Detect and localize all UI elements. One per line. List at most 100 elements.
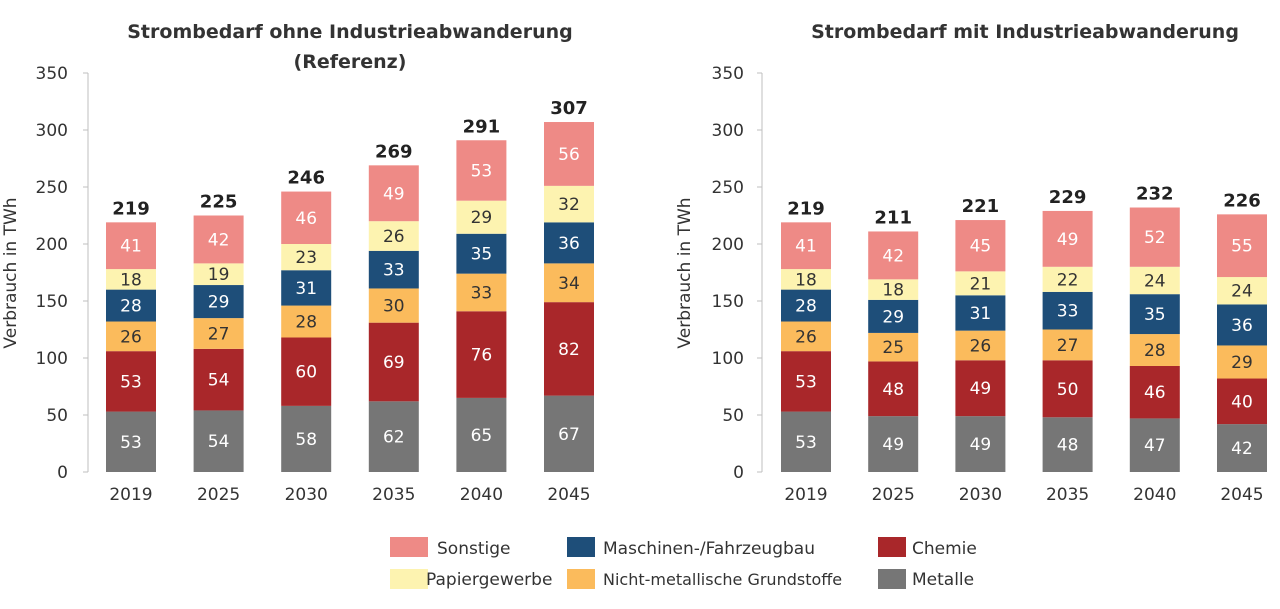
right-plot: 0 50 100 150 200 250 300 350 53 53 26 28 18 41 219 2019… [712,64,1267,505]
bar-segment-sonstige [456,140,507,201]
bar-segment-maschinen-fahrzeugbau [1129,294,1180,335]
y-tick-label: 0 [57,463,68,483]
data-label-chemie: 60 [295,363,317,383]
bar-segment-metalle [1129,418,1180,472]
x-tick-label: 2035 [372,485,415,505]
data-label-nicht-metallische-grundstoffe: 34 [558,274,580,294]
data-label-sonstige: 41 [120,237,142,257]
total-label: 211 [874,207,912,228]
data-label-papiergewerbe: 21 [970,274,992,294]
left-plot: 0 50 100 150 200 250 300 350 53 53 26 28 18 41 219 2019… [36,64,594,505]
left-y-axis-label: Verbrauch in TWh [1,197,21,348]
data-label-sonstige: 56 [558,145,580,165]
x-tick-label: 2025 [872,485,915,505]
total-label: 225 [200,192,238,213]
y-tick-label: 100 [712,349,744,369]
x-tick-label: 2030 [285,485,328,505]
data-label-maschinen-fahrzeugbau: 29 [882,307,904,327]
legend-item-sonstige: Sonstige [390,537,510,559]
data-label-metalle: 47 [1144,436,1166,456]
total-label: 219 [787,198,825,219]
data-label-chemie: 69 [383,353,405,373]
bar-segment-sonstige [544,122,594,186]
legend: Sonstige Maschinen-/Fahrzeugbau Chemie P… [390,537,977,590]
data-label-sonstige: 46 [295,209,317,229]
bar-segment-sonstige [106,222,156,270]
data-label-metalle: 48 [1057,436,1079,456]
x-tick-label: 2019 [109,485,152,505]
bar-segment-maschinen-fahrzeugbau [106,289,156,322]
bar-segment-chemie [1042,360,1093,418]
y-tick-label: 300 [36,121,68,141]
data-label-chemie: 49 [970,379,992,399]
x-tick-label: 2025 [197,485,240,505]
bar-segment-papiergewerbe [281,244,332,271]
bar-segment-metalle [281,405,332,472]
bar-segment-papiergewerbe [1042,266,1093,292]
bar-segment-papiergewerbe [456,200,507,234]
bar-segment-papiergewerbe [106,269,156,290]
data-label-chemie: 46 [1144,383,1166,403]
data-label-nicht-metallische-grundstoffe: 27 [208,324,230,344]
bar-segment-metalle [368,401,419,472]
total-label: 291 [463,116,501,137]
data-label-sonstige: 42 [882,246,904,266]
bar-segment-nicht-metallische-grundstoffe [106,321,156,352]
data-label-nicht-metallische-grundstoffe: 25 [882,338,904,358]
legend-item-metalle: Metalle [878,569,974,590]
legend-swatch-metalle [878,569,906,589]
data-label-sonstige: 53 [471,161,493,181]
bar-segment-papiergewerbe [544,185,594,223]
data-label-maschinen-fahrzeugbau: 36 [1231,316,1253,336]
y-tick-label: 250 [36,178,68,198]
data-label-nicht-metallische-grundstoffe: 30 [383,297,405,317]
legend-label-maschinen-fahrzeugbau: Maschinen-/Fahrzeugbau [603,539,815,559]
bar-segment-metalle [781,411,831,472]
data-label-sonstige: 49 [1057,230,1079,250]
data-label-maschinen-fahrzeugbau: 33 [383,261,405,281]
bar-segment-nicht-metallische-grundstoffe [868,332,919,362]
bar-segment-chemie [781,351,831,412]
data-label-nicht-metallische-grundstoffe: 26 [970,336,992,356]
total-label: 232 [1136,184,1174,205]
legend-label-sonstige: Sonstige [437,539,510,559]
x-tick-label: 2045 [547,485,590,505]
bar-segment-sonstige [1129,207,1180,267]
legend-swatch-papiergewerbe [390,569,428,589]
bar-segment-nicht-metallische-grundstoffe [955,330,1006,361]
bar-segment-papiergewerbe [955,271,1006,296]
data-label-nicht-metallische-grundstoffe: 33 [471,283,493,303]
data-label-papiergewerbe: 29 [471,208,493,228]
data-label-sonstige: 45 [970,237,992,257]
bar-segment-sonstige [868,231,919,280]
y-tick-label: 350 [712,64,744,84]
legend-label-papiergewerbe: Papiergewerbe [426,570,552,590]
bar-segment-nicht-metallische-grundstoffe [781,321,831,352]
data-label-chemie: 82 [558,340,580,360]
bar-segment-sonstige [193,215,244,264]
bar-segment-nicht-metallische-grundstoffe [456,273,507,312]
data-label-papiergewerbe: 18 [882,281,904,301]
bar-segment-papiergewerbe [1217,277,1267,305]
bar-segment-chemie [955,360,1006,417]
data-label-nicht-metallische-grundstoffe: 26 [795,327,817,347]
data-label-papiergewerbe: 18 [795,270,817,290]
legend-item-nicht-metallische-grundstoffe: Nicht-metallische Grundstoffe [567,569,842,589]
y-tick-label: 50 [722,406,744,426]
data-label-chemie: 53 [120,372,142,392]
total-label: 269 [375,141,413,162]
bar-segment-nicht-metallische-grundstoffe [281,305,332,338]
bar-segment-maschinen-fahrzeugbau [544,222,594,264]
legend-item-chemie: Chemie [878,537,977,559]
legend-swatch-chemie [878,537,906,557]
data-label-metalle: 53 [120,433,142,453]
bar-segment-chemie [544,302,594,396]
data-label-sonstige: 49 [383,184,405,204]
data-label-maschinen-fahrzeugbau: 31 [295,279,317,299]
y-tick-label: 200 [712,235,744,255]
bar-segment-papiergewerbe [868,279,919,300]
bar-segment-maschinen-fahrzeugbau [1042,291,1093,330]
data-label-sonstige: 42 [208,230,230,250]
